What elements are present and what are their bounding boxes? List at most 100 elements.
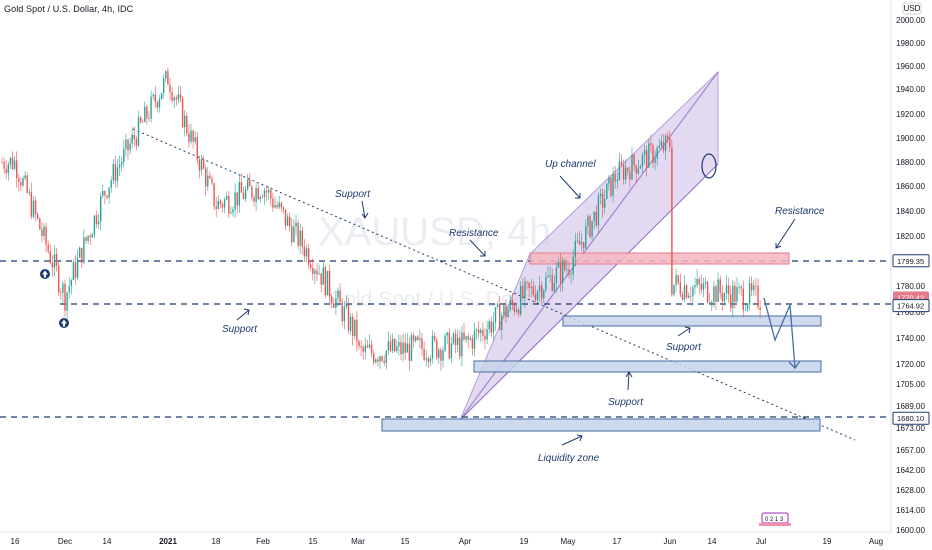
candle-body bbox=[688, 295, 690, 298]
candle-body bbox=[49, 251, 51, 263]
overlay-layer: Support Support Resistance Up channel Re… bbox=[40, 153, 825, 526]
liquidity-zone[interactable] bbox=[381, 418, 821, 432]
candle-body bbox=[690, 295, 692, 297]
price-tick-label: 1642.00 bbox=[896, 466, 925, 475]
candle-body bbox=[730, 294, 732, 308]
price-badge-label: 1680.10 bbox=[897, 414, 924, 423]
time-tick-label: 14 bbox=[708, 537, 717, 546]
candle-body bbox=[5, 168, 7, 174]
candle-body bbox=[732, 285, 734, 308]
candle-body bbox=[93, 215, 96, 235]
candle-body bbox=[578, 240, 581, 245]
candle-body bbox=[148, 118, 150, 120]
bounce-up-icon[interactable] bbox=[59, 318, 69, 328]
breakout-circle[interactable] bbox=[701, 153, 717, 179]
candle-body bbox=[79, 247, 81, 258]
price-tick-label: 1920.00 bbox=[896, 110, 925, 119]
candle-body bbox=[509, 300, 511, 310]
candle-body bbox=[711, 301, 713, 304]
candle-body bbox=[501, 315, 503, 331]
candle-body bbox=[370, 344, 373, 354]
candle-body bbox=[76, 257, 79, 278]
time-tick-label: Aug bbox=[869, 537, 883, 546]
candle-body bbox=[1, 162, 3, 163]
note-liquidity-zone: Liquidity zone bbox=[538, 453, 600, 464]
candle-body bbox=[322, 267, 324, 285]
candle-body bbox=[583, 242, 585, 249]
candle-body bbox=[627, 167, 629, 172]
candle-body bbox=[305, 248, 308, 257]
candle-body bbox=[341, 302, 343, 322]
candle-body bbox=[291, 226, 293, 243]
calendar-icon[interactable]: 0 2 1 3 bbox=[759, 512, 791, 526]
candle-body bbox=[492, 322, 495, 333]
price-tick-label: 1980.00 bbox=[896, 39, 925, 48]
candle-body bbox=[9, 157, 12, 165]
bounce-up-icon[interactable] bbox=[40, 269, 50, 279]
candle-body bbox=[232, 209, 234, 213]
time-tick-label: 17 bbox=[613, 537, 622, 546]
candle-body bbox=[450, 343, 453, 359]
candle-body bbox=[299, 230, 301, 246]
candle-body bbox=[360, 346, 362, 348]
candle-body bbox=[513, 304, 516, 312]
support-zone-upper[interactable] bbox=[562, 315, 822, 327]
candle-body bbox=[377, 359, 379, 362]
arrow-support-mid bbox=[677, 326, 691, 337]
support-zone-lower[interactable] bbox=[473, 360, 822, 373]
candle-body bbox=[620, 161, 623, 166]
candle-body bbox=[303, 246, 306, 257]
candle-body bbox=[102, 191, 104, 196]
candle-body bbox=[284, 209, 287, 226]
candle-body bbox=[167, 71, 169, 85]
candle-body bbox=[13, 160, 16, 169]
candle-body bbox=[499, 304, 501, 330]
candle-body bbox=[463, 332, 465, 340]
candle-body bbox=[709, 302, 711, 304]
price-tick-label: 1960.00 bbox=[896, 62, 925, 71]
candle-body bbox=[213, 183, 215, 207]
candle-body bbox=[142, 121, 144, 123]
candle-body bbox=[95, 215, 98, 225]
candle-body bbox=[247, 180, 249, 190]
candle-body bbox=[366, 345, 369, 348]
projection-path[interactable] bbox=[763, 297, 796, 369]
candle-body bbox=[656, 147, 658, 159]
price-badge bbox=[892, 299, 930, 313]
candle-body bbox=[436, 339, 438, 358]
price-tick-label: 1780.00 bbox=[896, 282, 925, 291]
candle-body bbox=[53, 254, 56, 268]
candle-body bbox=[478, 329, 480, 334]
candle-body bbox=[310, 264, 312, 269]
candle-body bbox=[331, 296, 333, 304]
candle-body bbox=[364, 345, 366, 352]
candle-body bbox=[568, 269, 570, 275]
resistance-zone[interactable] bbox=[529, 252, 790, 265]
candle-body bbox=[100, 195, 102, 222]
candle-body bbox=[259, 196, 261, 200]
candle-body bbox=[169, 84, 171, 93]
candle-body bbox=[394, 339, 396, 351]
descending-trendline[interactable] bbox=[132, 128, 856, 441]
candle-body bbox=[618, 161, 621, 181]
candle-body bbox=[171, 92, 173, 101]
candle-body bbox=[335, 297, 337, 308]
candle-body bbox=[433, 335, 436, 340]
candle-body bbox=[431, 335, 434, 359]
candle-body bbox=[244, 189, 247, 200]
candle-body bbox=[694, 285, 696, 288]
watermark-symbol: XAUUSD, 4h bbox=[318, 210, 551, 254]
candle-body bbox=[637, 168, 639, 174]
candle-body bbox=[383, 360, 385, 363]
candle-body bbox=[440, 349, 442, 361]
currency-label: USD bbox=[904, 4, 921, 13]
price-tick-label: 2000.00 bbox=[896, 16, 925, 25]
price-tick-label: 1740.00 bbox=[896, 334, 925, 343]
candle-body bbox=[211, 178, 213, 184]
candle-body bbox=[265, 190, 268, 193]
price-axis[interactable]: USD bbox=[890, 0, 922, 532]
candle-body bbox=[520, 285, 522, 315]
candle-body bbox=[507, 309, 509, 318]
candle-body bbox=[165, 71, 167, 79]
